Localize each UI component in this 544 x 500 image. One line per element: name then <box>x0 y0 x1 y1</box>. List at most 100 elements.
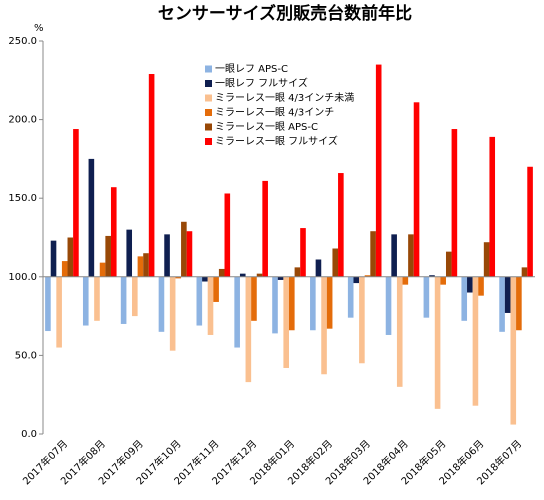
bar <box>94 276 100 321</box>
bar <box>402 276 409 285</box>
bar <box>262 180 268 277</box>
bar <box>408 234 414 277</box>
y-tick-label: 0.0 <box>21 429 37 440</box>
bar <box>88 158 95 277</box>
bar <box>391 234 397 277</box>
bar <box>375 64 382 277</box>
bar <box>521 267 528 277</box>
bar <box>289 276 295 331</box>
bar <box>451 129 458 277</box>
bar <box>239 273 246 277</box>
bar <box>429 275 435 277</box>
bar <box>50 240 57 277</box>
bar <box>467 276 473 293</box>
legend-label: ミラーレス一眼 フルサイズ <box>215 135 338 148</box>
bar <box>137 256 144 277</box>
bar <box>148 74 155 277</box>
bar <box>359 276 365 364</box>
bar <box>251 276 257 321</box>
bar <box>234 276 240 348</box>
bar <box>499 276 505 332</box>
bar <box>245 276 252 383</box>
chart-title: センサーサイズ別販売台数前年比 <box>158 3 412 24</box>
bar <box>300 228 306 277</box>
bar <box>272 276 278 334</box>
legend-label: ミラーレス一眼 4/3インチ未満 <box>215 92 354 104</box>
legend-swatch <box>205 138 212 145</box>
legend-swatch <box>205 123 212 131</box>
bar <box>440 276 446 285</box>
bar <box>423 276 430 318</box>
bar <box>256 273 263 277</box>
bar <box>461 276 468 321</box>
bar <box>396 276 403 387</box>
bar <box>158 276 165 332</box>
bar <box>434 276 441 409</box>
bar <box>516 276 522 331</box>
bar <box>175 276 182 279</box>
bar <box>510 276 517 425</box>
bar <box>385 276 392 335</box>
bar <box>472 276 479 406</box>
bar <box>169 276 176 351</box>
legend-label: 一眼レフ フルサイズ <box>215 77 308 90</box>
bar <box>283 276 289 368</box>
legend-swatch <box>205 109 212 116</box>
bar <box>315 259 322 277</box>
bar <box>207 276 214 335</box>
bar <box>181 221 187 277</box>
bar <box>126 229 133 277</box>
bar <box>202 276 208 282</box>
bar <box>364 275 371 277</box>
bar <box>213 276 219 302</box>
bar <box>143 253 149 277</box>
bar <box>218 268 225 277</box>
bar <box>164 234 170 277</box>
bar <box>61 261 68 277</box>
y-tick-label: 200.0 <box>8 115 37 126</box>
bar <box>196 276 203 326</box>
bar <box>105 235 111 277</box>
legend-label: ミラーレス一眼 APS-C <box>215 121 318 133</box>
legend-swatch <box>205 65 212 73</box>
bar <box>67 237 74 277</box>
bar <box>370 231 376 277</box>
legend-swatch <box>205 94 212 102</box>
y-tick-label: 100.0 <box>8 272 37 283</box>
bar <box>110 187 117 277</box>
bar <box>186 231 193 277</box>
bar <box>120 276 127 324</box>
bar <box>478 276 484 296</box>
bar <box>321 276 327 375</box>
bar <box>353 276 360 284</box>
bar <box>73 129 79 277</box>
bar <box>56 276 62 348</box>
bar <box>504 276 511 313</box>
y-tick-label: 50.0 <box>15 350 37 361</box>
bar <box>310 276 316 331</box>
legend-swatch <box>205 80 212 87</box>
bar <box>224 193 231 277</box>
bar <box>99 262 106 277</box>
bar <box>45 276 51 332</box>
bar <box>347 276 354 318</box>
bar <box>277 276 284 280</box>
bar <box>326 276 333 329</box>
y-tick-label: 150.0 <box>8 193 37 204</box>
bar <box>483 242 490 277</box>
legend-label: 一眼レフ APS-C <box>215 63 288 75</box>
bar <box>413 102 420 277</box>
bar <box>132 276 138 317</box>
bar <box>82 276 89 326</box>
bar <box>527 166 533 277</box>
bar <box>294 267 301 277</box>
bar <box>489 136 496 277</box>
bar <box>445 251 452 277</box>
y-tick-label: 250.0 <box>8 36 37 47</box>
y-unit: % <box>34 23 44 34</box>
bar <box>338 173 344 277</box>
bar <box>332 248 339 277</box>
legend-label: ミラーレス一眼 4/3インチ <box>215 107 334 119</box>
